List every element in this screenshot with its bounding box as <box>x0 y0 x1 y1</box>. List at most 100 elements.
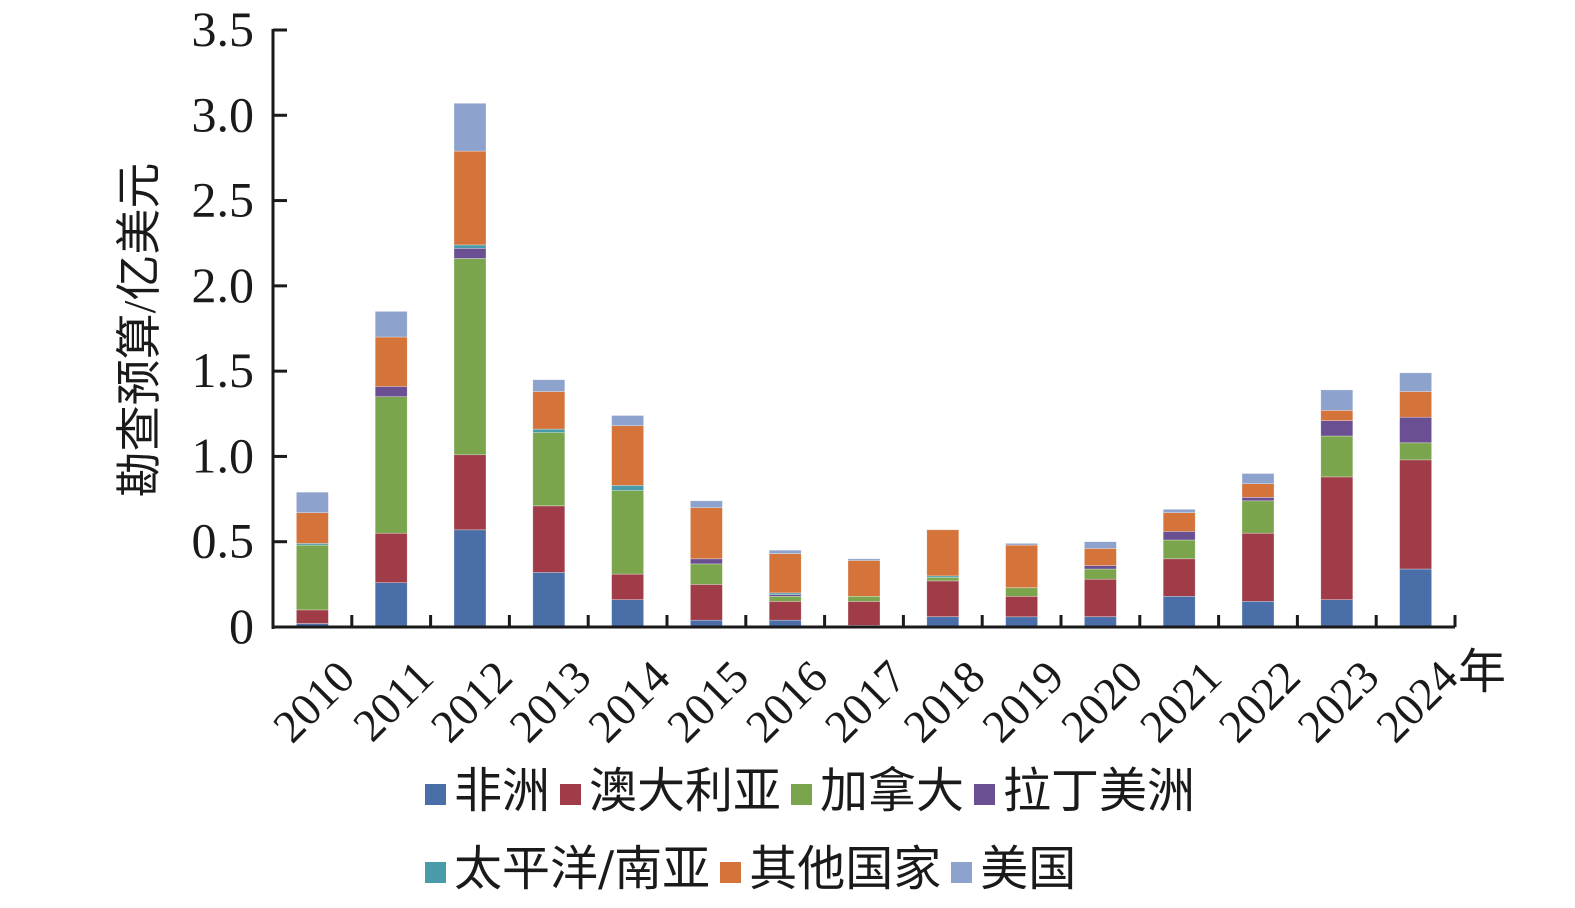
legend-swatch-icon <box>951 861 973 883</box>
legend-item: 其他国家 <box>720 845 941 893</box>
bar-stack-2016 <box>768 549 802 628</box>
bar-segment <box>611 599 644 628</box>
bar-segment <box>768 601 802 621</box>
y-tick-labels: 0 0.5 1.0 1.5 2.0 2.5 3.0 3.5 <box>192 1 255 654</box>
bar-segment <box>926 616 960 628</box>
x-tick-label: 2024 <box>1366 651 1467 752</box>
legend-label: 美国 <box>980 841 1077 897</box>
bar-segment <box>690 500 723 508</box>
bar-segment <box>1162 539 1196 560</box>
bar-segment <box>690 584 723 621</box>
bar-segment <box>374 582 408 628</box>
bar-segment <box>611 485 644 491</box>
legend-item: 非洲 <box>425 767 550 815</box>
x-tick-label: 2021 <box>1130 651 1231 752</box>
y-tick-label: 1.0 <box>192 427 255 483</box>
bar-segment <box>1005 587 1038 597</box>
bar-segment <box>1084 565 1117 570</box>
bar-segment <box>1320 420 1354 437</box>
x-tick-label: 2010 <box>263 651 364 752</box>
bar-stack-2020 <box>1084 541 1117 628</box>
legend-label: 澳大利亚 <box>589 763 782 819</box>
legend-item: 太平洋/南亚 <box>425 845 710 893</box>
bar-segment <box>1005 595 1038 618</box>
bar-segment <box>1005 616 1038 628</box>
y-tick-label: 0 <box>229 598 254 654</box>
bar-stack-2014 <box>611 415 644 628</box>
bar-segment <box>453 103 487 152</box>
x-tick-label: 2015 <box>657 651 758 752</box>
bars-layer <box>296 103 1432 628</box>
bar-segment <box>611 490 644 575</box>
bar-segment <box>1162 512 1196 532</box>
x-tick-label: 2013 <box>500 651 601 752</box>
bar-segment <box>1162 508 1196 513</box>
bar-segment <box>453 529 487 628</box>
bar-segment <box>1399 372 1432 392</box>
bar-stack-2022 <box>1241 473 1275 628</box>
bar-stack-2018 <box>926 529 960 628</box>
bar-segment <box>1399 568 1432 628</box>
bar-segment <box>1320 389 1354 411</box>
bar-segment <box>532 428 566 433</box>
legend-item: 美国 <box>951 845 1076 893</box>
bar-segment <box>1084 616 1117 628</box>
bar-segment <box>532 572 566 628</box>
x-tick-label: 2017 <box>815 651 916 752</box>
y-axis-title-text: 勘查预算/亿美元 <box>114 163 165 498</box>
x-tick-label: 2014 <box>578 651 679 752</box>
legend-item: 拉丁美洲 <box>974 767 1195 815</box>
legend-label: 拉丁美洲 <box>1003 763 1196 819</box>
bar-segment <box>296 544 329 611</box>
bar-segment <box>453 258 487 456</box>
bar-segment <box>1320 476 1354 600</box>
legend-swatch-icon <box>720 861 742 883</box>
y-tick-label: 3.5 <box>192 1 255 57</box>
bar-segment <box>690 507 723 560</box>
bar-segment <box>1399 442 1432 461</box>
y-tick-label: 2.5 <box>192 172 255 228</box>
bar-segment <box>926 580 960 618</box>
bar-segment <box>1084 568 1117 580</box>
bar-segment <box>1084 548 1117 566</box>
bar-segment <box>1162 595 1196 628</box>
bar-segment <box>374 396 408 534</box>
axes-layer <box>271 28 1457 629</box>
bar-segment <box>690 563 723 585</box>
bar-segment <box>296 491 329 514</box>
y-tick-label: 3.0 <box>192 86 255 142</box>
x-tick-label: 2019 <box>972 651 1073 752</box>
bar-stack-2023 <box>1320 389 1354 628</box>
bar-segment <box>296 609 329 624</box>
bar-segment <box>1320 599 1354 628</box>
x-tick-label: 2023 <box>1288 651 1389 752</box>
bar-segment <box>374 386 408 397</box>
bar-segment <box>847 601 881 626</box>
legend-swatch-icon <box>791 783 813 805</box>
y-tick-label: 0.5 <box>192 513 255 569</box>
x-axis-title: 年 <box>1458 646 1506 699</box>
bar-segment <box>1241 532 1275 602</box>
bar-segment <box>532 505 566 573</box>
bar-segment <box>1005 544 1038 588</box>
bar-segment <box>1005 543 1038 546</box>
bar-segment <box>768 553 802 594</box>
bar-segment <box>1241 500 1275 534</box>
bar-segment <box>532 432 566 507</box>
bar-segment <box>926 529 960 577</box>
legend-swatch-icon <box>425 861 446 883</box>
bar-segment <box>1399 391 1432 418</box>
bar-segment <box>374 311 408 338</box>
bar-segment <box>374 532 408 584</box>
bar-segment <box>847 560 881 597</box>
legend-item: 澳大利亚 <box>560 767 781 815</box>
bar-segment <box>453 244 487 249</box>
y-tick-label: 2.0 <box>192 257 255 313</box>
bar-segment <box>1399 459 1432 570</box>
legend-label: 非洲 <box>454 763 551 819</box>
bar-segment <box>1241 601 1275 628</box>
legend-label: 太平洋/南亚 <box>454 841 711 897</box>
bar-segment <box>611 573 644 600</box>
